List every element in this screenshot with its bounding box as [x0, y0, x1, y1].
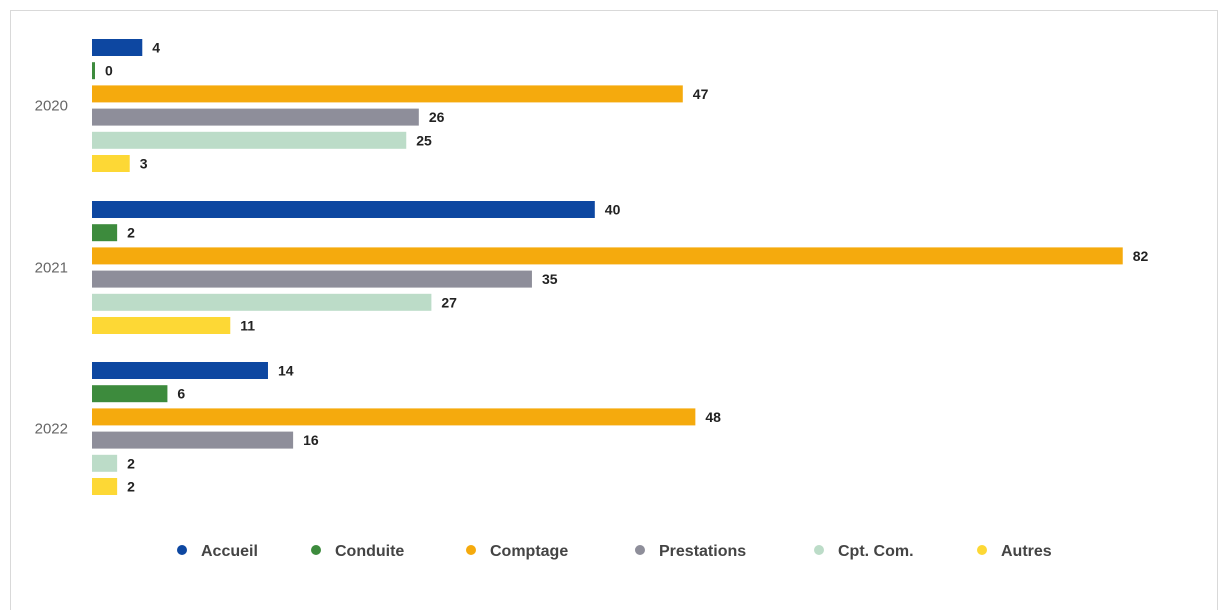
bar-cpt-com-2021[interactable]	[92, 293, 432, 311]
legend-label: Accueil	[201, 543, 258, 560]
bar-conduite-2021[interactable]	[92, 224, 118, 242]
legend-item[interactable]: Accueil	[177, 543, 258, 560]
legend-marker	[635, 545, 645, 555]
legend-marker	[177, 545, 187, 555]
bar-comptage-2022[interactable]	[92, 408, 696, 426]
legend-item[interactable]: Autres	[977, 543, 1052, 560]
data-label: 25	[416, 132, 432, 148]
legend-item[interactable]: Comptage	[466, 543, 568, 560]
legend-marker	[311, 545, 321, 555]
data-label: 26	[429, 109, 445, 125]
legend-label: Prestations	[659, 543, 746, 560]
data-label: 35	[542, 271, 558, 287]
data-label: 16	[303, 432, 319, 448]
data-label: 82	[1133, 248, 1149, 264]
bar-autres-2022[interactable]	[92, 478, 118, 495]
data-label: 2	[127, 455, 135, 471]
legend-marker	[814, 545, 824, 555]
bar-accueil-2020[interactable]	[92, 39, 143, 56]
bar-cpt-com-2022[interactable]	[92, 454, 118, 472]
legend-marker	[977, 545, 987, 555]
category-tick-label: 2022	[35, 421, 68, 438]
data-label: 0	[105, 63, 113, 79]
legend-item[interactable]: Cpt. Com.	[814, 543, 914, 560]
legend-label: Cpt. Com.	[838, 543, 914, 560]
bar-accueil-2021[interactable]	[92, 201, 595, 218]
data-label: 27	[441, 294, 457, 310]
data-label: 11	[240, 318, 255, 334]
legend-label: Autres	[1001, 543, 1052, 560]
bar-conduite-2020[interactable]	[92, 62, 95, 80]
category-axis: 2020 2021 2022	[35, 98, 68, 438]
chart-frame	[10, 10, 1218, 610]
data-label: 6	[177, 386, 185, 402]
category-tick-label: 2020	[35, 98, 68, 115]
data-label: 3	[140, 156, 148, 172]
data-label: 2	[127, 225, 135, 241]
data-label: 40	[605, 202, 621, 218]
bar-accueil-2022[interactable]	[92, 362, 268, 379]
bar-cpt-com-2020[interactable]	[92, 131, 407, 149]
data-label: 14	[278, 363, 294, 379]
bar-prestations-2020[interactable]	[92, 108, 419, 126]
legend-label: Conduite	[335, 543, 404, 560]
bar-prestations-2022[interactable]	[92, 431, 294, 449]
bar-comptage-2020[interactable]	[92, 85, 683, 103]
data-label: 2	[127, 479, 135, 495]
legend[interactable]: Accueil Conduite Comptage Prestations Cpt. C…	[177, 543, 1052, 560]
data-label: 4	[152, 40, 160, 56]
bar-prestations-2021[interactable]	[92, 270, 532, 288]
bar-autres-2021[interactable]	[92, 317, 231, 334]
bar-comptage-2021[interactable]	[92, 247, 1123, 265]
bars-layer	[92, 39, 1123, 495]
category-tick-label: 2021	[35, 260, 68, 277]
bar-conduite-2022[interactable]	[92, 385, 168, 403]
data-label: 47	[693, 86, 709, 102]
legend-item[interactable]: Conduite	[311, 543, 404, 560]
data-label: 48	[705, 409, 721, 425]
legend-label: Comptage	[490, 543, 568, 560]
bar-autres-2020[interactable]	[92, 155, 130, 172]
legend-marker	[466, 545, 476, 555]
legend-item[interactable]: Prestations	[635, 543, 746, 560]
